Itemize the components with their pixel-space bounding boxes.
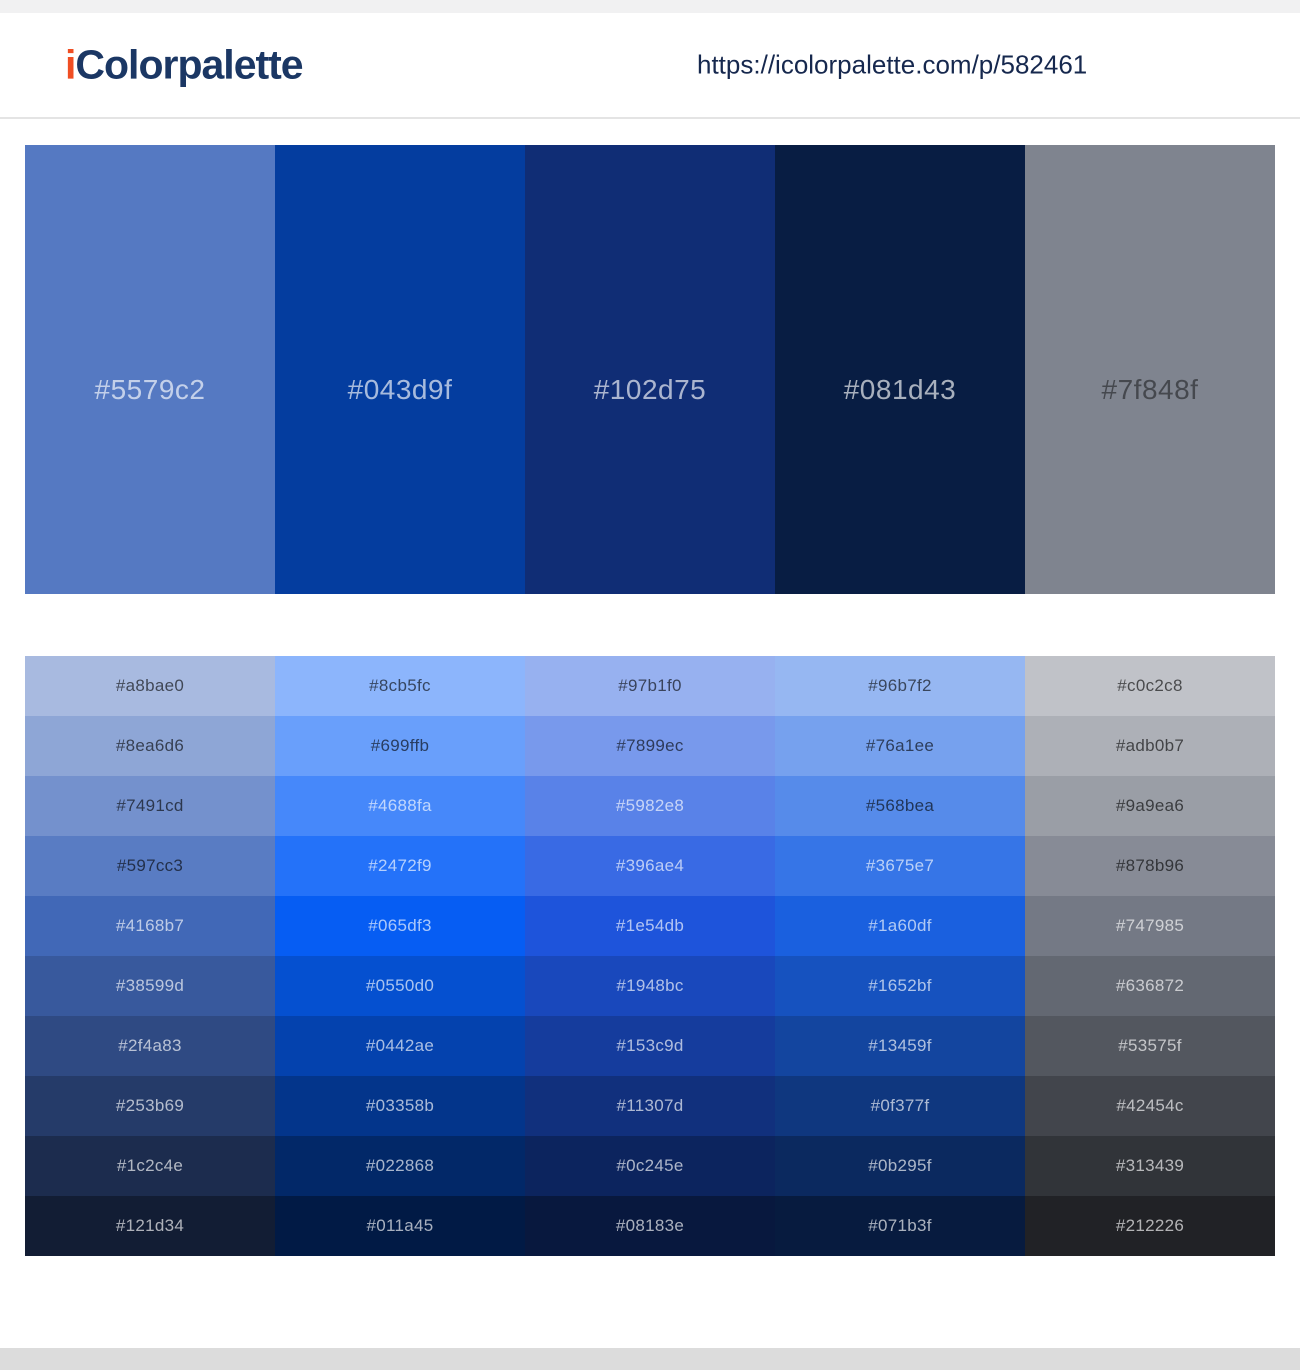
shade-cell-022868[interactable]: #022868: [275, 1136, 525, 1196]
shade-cell-4688fa[interactable]: #4688fa: [275, 776, 525, 836]
shade-grid: #a8bae0 #8cb5fc #97b1f0 #96b7f2 #c0c2c8 #8ea6…: [25, 656, 1275, 1256]
shade-cell-071b3f[interactable]: #071b3f: [775, 1196, 1025, 1256]
shade-cell-568bea[interactable]: #568bea: [775, 776, 1025, 836]
shade-cell-1a60df[interactable]: #1a60df: [775, 896, 1025, 956]
shade-cell-396ae4[interactable]: #396ae4: [525, 836, 775, 896]
main-swatch-102d75[interactable]: #102d75: [525, 145, 775, 594]
shade-cell-5982e8[interactable]: #5982e8: [525, 776, 775, 836]
shade-cell-1948bc[interactable]: #1948bc: [525, 956, 775, 1016]
shade-cell-0c245e[interactable]: #0c245e: [525, 1136, 775, 1196]
shade-cell-7491cd[interactable]: #7491cd: [25, 776, 275, 836]
shade-cell-597cc3[interactable]: #597cc3: [25, 836, 275, 896]
shade-cell-97b1f0[interactable]: #97b1f0: [525, 656, 775, 716]
main-swatch-hex-label: #5579c2: [94, 373, 206, 405]
top-strip: [0, 0, 1300, 13]
shade-cell-212226[interactable]: #212226: [1025, 1196, 1275, 1256]
shade-cell-699ffb[interactable]: #699ffb: [275, 716, 525, 776]
shade-cell-7899ec[interactable]: #7899ec: [525, 716, 775, 776]
shade-cell-121d34[interactable]: #121d34: [25, 1196, 275, 1256]
shade-cell-76a1ee[interactable]: #76a1ee: [775, 716, 1025, 776]
shade-cell-253b69[interactable]: #253b69: [25, 1076, 275, 1136]
shade-cell-c0c2c8[interactable]: #c0c2c8: [1025, 656, 1275, 716]
main-swatch-hex-label: #081d43: [843, 373, 957, 405]
shade-cell-0b295f[interactable]: #0b295f: [775, 1136, 1025, 1196]
shade-cell-2f4a83[interactable]: #2f4a83: [25, 1016, 275, 1076]
shade-cell-011a45[interactable]: #011a45: [275, 1196, 525, 1256]
shade-cell-0f377f[interactable]: #0f377f: [775, 1076, 1025, 1136]
shade-cell-adb0b7[interactable]: #adb0b7: [1025, 716, 1275, 776]
main-swatch-5579c2[interactable]: #5579c2: [25, 145, 275, 594]
shade-cell-153c9d[interactable]: #153c9d: [525, 1016, 775, 1076]
shade-cell-38599d[interactable]: #38599d: [25, 956, 275, 1016]
shade-cell-1652bf[interactable]: #1652bf: [775, 956, 1025, 1016]
shade-cell-53575f[interactable]: #53575f: [1025, 1016, 1275, 1076]
shade-cell-878b96[interactable]: #878b96: [1025, 836, 1275, 896]
shade-cell-1c2c4e[interactable]: #1c2c4e: [25, 1136, 275, 1196]
footer-strip: [0, 1348, 1300, 1370]
shade-cell-1e54db[interactable]: #1e54db: [525, 896, 775, 956]
main-swatch-043d9f[interactable]: #043d9f: [275, 145, 525, 594]
shade-cell-3675e7[interactable]: #3675e7: [775, 836, 1025, 896]
shade-cell-636872[interactable]: #636872: [1025, 956, 1275, 1016]
header: iColorpalette https://icolorpalette.com/…: [0, 13, 1300, 119]
shade-cell-96b7f2[interactable]: #96b7f2: [775, 656, 1025, 716]
logo-prefix: i: [65, 41, 76, 88]
shade-cell-747985[interactable]: #747985: [1025, 896, 1275, 956]
shade-cell-08183e[interactable]: #08183e: [525, 1196, 775, 1256]
shade-cell-065df3[interactable]: #065df3: [275, 896, 525, 956]
shade-cell-0550d0[interactable]: #0550d0: [275, 956, 525, 1016]
main-swatch-hex-label: #102d75: [593, 373, 707, 405]
shade-cell-2472f9[interactable]: #2472f9: [275, 836, 525, 896]
shade-cell-0442ae[interactable]: #0442ae: [275, 1016, 525, 1076]
shade-cell-11307d[interactable]: #11307d: [525, 1076, 775, 1136]
site-logo[interactable]: iColorpalette: [65, 41, 304, 89]
shade-cell-313439[interactable]: #313439: [1025, 1136, 1275, 1196]
main-color-swatches: #5579c2 #043d9f #102d75 #081d43 #7f848f: [25, 145, 1275, 594]
main-swatch-081d43[interactable]: #081d43: [775, 145, 1025, 594]
main-swatch-hex-label: #043d9f: [347, 373, 453, 405]
main-swatch-7f848f[interactable]: #7f848f: [1025, 145, 1275, 594]
shade-cell-4168b7[interactable]: #4168b7: [25, 896, 275, 956]
shade-cell-a8bae0[interactable]: #a8bae0: [25, 656, 275, 716]
logo-text: Colorpalette: [75, 41, 303, 88]
shade-cell-42454c[interactable]: #42454c: [1025, 1076, 1275, 1136]
shade-cell-03358b[interactable]: #03358b: [275, 1076, 525, 1136]
shade-cell-8cb5fc[interactable]: #8cb5fc: [275, 656, 525, 716]
shade-cell-9a9ea6[interactable]: #9a9ea6: [1025, 776, 1275, 836]
palette-url: https://icolorpalette.com/p/582461: [697, 49, 1088, 80]
shade-cell-13459f[interactable]: #13459f: [775, 1016, 1025, 1076]
shade-cell-8ea6d6[interactable]: #8ea6d6: [25, 716, 275, 776]
main-swatch-hex-label: #7f848f: [1101, 373, 1199, 405]
